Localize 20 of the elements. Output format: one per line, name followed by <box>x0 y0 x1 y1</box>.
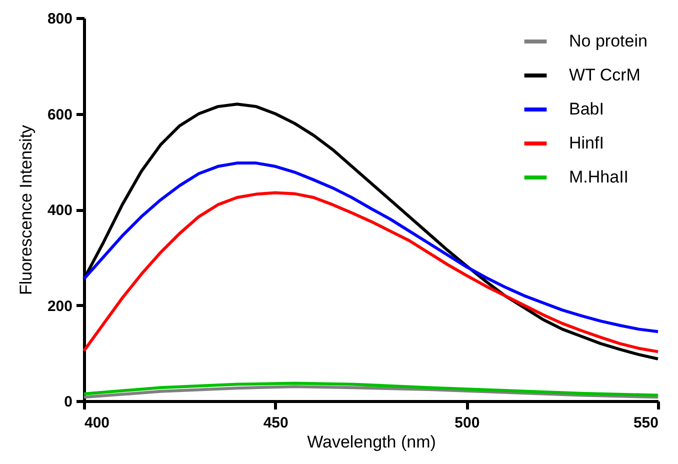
x-axis-title: Wavelength (nm) <box>307 432 436 452</box>
line-series <box>82 191 660 354</box>
x-tick-label: 550 <box>633 414 658 432</box>
x-tick-label: 450 <box>263 414 288 432</box>
x-tick-label: 500 <box>454 414 480 432</box>
y-tick-label: 600 <box>47 106 72 124</box>
y-tick-label: 400 <box>47 202 72 219</box>
legend-label: No protein <box>569 32 648 50</box>
y-tick-label: 200 <box>47 298 72 315</box>
line-series <box>82 382 660 397</box>
x-tick-label: 400 <box>84 414 110 432</box>
legend-label: M.HhaII <box>569 168 629 186</box>
legend-label: HinfI <box>569 134 604 152</box>
line-series <box>82 162 660 334</box>
legend-label: BabI <box>569 100 604 118</box>
legend-label: WT CcrM <box>569 66 640 84</box>
y-tick-label: 800 <box>47 10 72 28</box>
y-tick-label: 0 <box>64 394 72 410</box>
y-axis-title: Fluorescence Intensity <box>16 124 36 296</box>
line-series <box>82 385 660 399</box>
